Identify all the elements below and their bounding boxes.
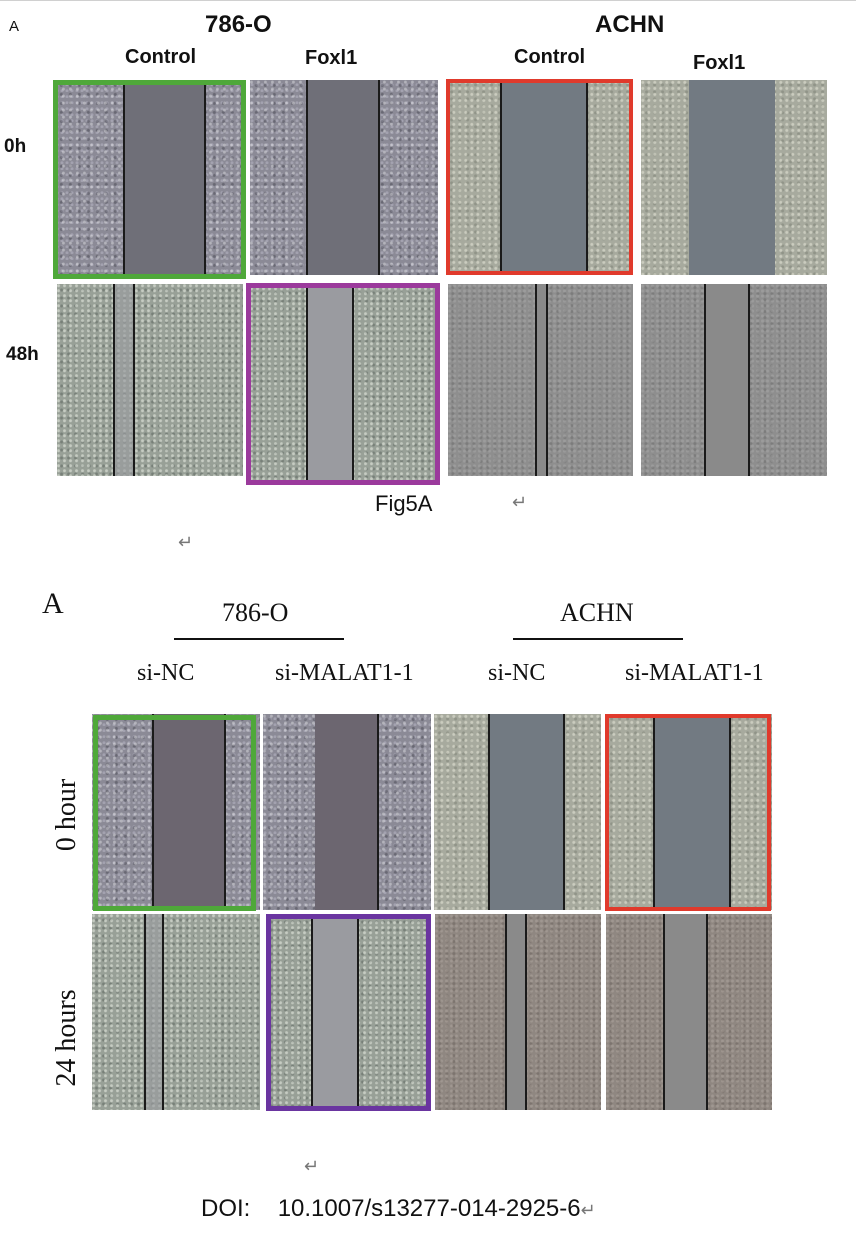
micrograph-786o-control-0h — [55, 80, 245, 277]
micrograph-achn-simalat1-0h — [606, 714, 772, 910]
row-label: 24 hours — [51, 989, 82, 1087]
group-underline-786o — [174, 638, 344, 640]
paragraph-mark: ↵ — [178, 532, 194, 552]
column-label: Foxl1 — [305, 47, 358, 69]
paragraph-mark: ↵ — [580, 1200, 596, 1220]
group-underline-achn — [513, 638, 683, 640]
doi-value: 10.1007/s13277-014-2925-6 — [277, 1195, 581, 1222]
cell-line-label-achn: ACHN — [595, 11, 665, 38]
paragraph-mark: ↵ — [304, 1156, 320, 1176]
panel-letter: A — [42, 587, 64, 620]
micrograph-786o-foxl1-48h — [250, 287, 437, 481]
column-label: si-MALAT1-1 — [275, 660, 414, 686]
cell-line-label-786o: 786-O — [222, 598, 289, 627]
row-label: 48h — [6, 344, 39, 365]
row-label: 0 hour — [51, 778, 82, 852]
micrograph-achn-foxl1-48h — [641, 284, 827, 476]
doi-line: DOI: 10.1007/s13277-014-2925-6↵ — [201, 1195, 596, 1223]
cell-line-label-786o: 786-O — [205, 11, 272, 38]
micrograph-786o-simalat1-0h — [263, 714, 431, 910]
micrograph-achn-sinc-0h — [434, 714, 601, 910]
paragraph-mark: ↵ — [512, 492, 528, 512]
column-label: Control — [514, 46, 586, 68]
doi-prefix: DOI: — [201, 1195, 251, 1222]
micrograph-achn-control-0h — [446, 80, 633, 275]
column-label: Control — [125, 46, 197, 68]
column-label: si-MALAT1-1 — [625, 660, 764, 686]
micrograph-achn-sinc-24h — [435, 914, 601, 1110]
column-label: Foxl1 — [693, 52, 746, 74]
micrograph-786o-control-48h — [57, 284, 243, 476]
figure-caption: Fig5A — [375, 491, 433, 516]
micrograph-786o-sinc-24h — [92, 914, 260, 1110]
micrograph-786o-simalat1-24h — [267, 916, 429, 1110]
top-rule — [0, 0, 856, 1]
panel-letter: A — [9, 18, 20, 35]
row-label: 0h — [4, 136, 27, 157]
cell-line-label-achn: ACHN — [560, 598, 634, 627]
micrograph-achn-foxl1-0h — [641, 80, 827, 275]
micrograph-786o-sinc-0h — [92, 714, 260, 910]
micrograph-achn-simalat1-24h — [606, 914, 772, 1110]
column-label: si-NC — [488, 660, 546, 686]
column-label: si-NC — [137, 660, 195, 686]
micrograph-786o-foxl1-0h — [250, 80, 438, 275]
micrograph-achn-control-48h — [448, 284, 633, 476]
